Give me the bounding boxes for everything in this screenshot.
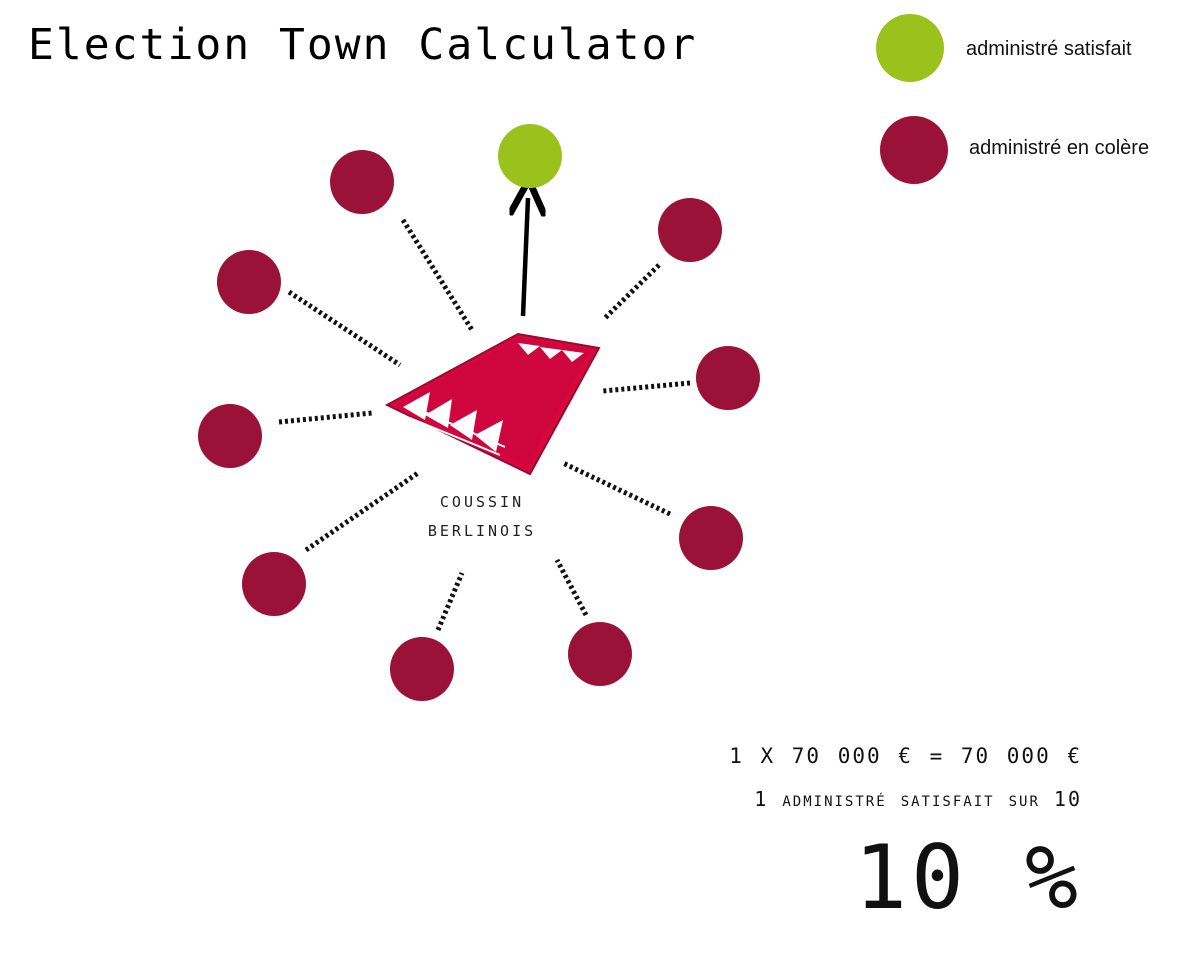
legend-angry-label: administré en colère (969, 137, 1150, 159)
resident-angry (568, 622, 632, 686)
resident-angry (242, 552, 306, 616)
legend-satisfied-label: administré satisfait (966, 38, 1132, 60)
resident-angry (679, 506, 743, 570)
cost-calculation: 1 X 70 000 € = 70 000 € (729, 744, 1082, 768)
connector-lines (278, 218, 691, 631)
resident-angry (198, 404, 262, 468)
satisfied-count: 1 administré satisfait sur 10 (754, 787, 1082, 811)
connector-line (554, 558, 589, 617)
speed-cushion (384, 332, 601, 476)
legend-angry-dot (880, 116, 948, 184)
cushion-label-line2: BERLINOIS (427, 522, 537, 540)
connector-line (287, 289, 402, 368)
resident-angry (217, 250, 281, 314)
connector-line (603, 263, 661, 320)
resident-satisfied (498, 124, 562, 188)
connector-line (304, 470, 420, 553)
resident-angry (658, 198, 722, 262)
legend-satisfied-dot (876, 14, 944, 82)
connector-line (602, 380, 691, 394)
resident-angry (390, 637, 454, 701)
satisfaction-percent: 10 % (854, 826, 1082, 929)
page-title: Election Town Calculator (28, 20, 698, 70)
connector-line (278, 410, 373, 425)
residents (198, 124, 760, 701)
resident-angry (696, 346, 760, 410)
cushion-label: COUSSIN BERLINOIS (412, 488, 552, 546)
connector-line (400, 218, 475, 332)
resident-angry (330, 150, 394, 214)
connector-line (561, 460, 672, 517)
satisfaction-arrow (523, 198, 528, 317)
connector-line (435, 572, 465, 631)
cushion-label-line1: COUSSIN (439, 493, 525, 511)
